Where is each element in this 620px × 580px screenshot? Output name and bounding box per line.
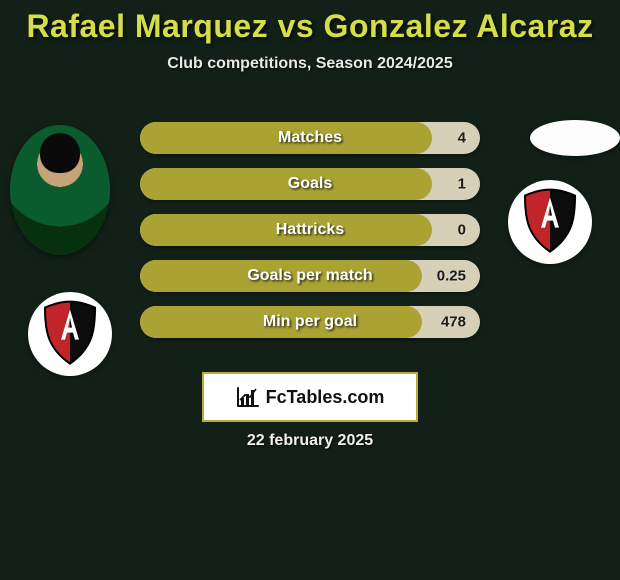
shield-icon [41, 300, 99, 366]
stat-row: Goals1 [140, 168, 480, 200]
stat-row: Goals per match0.25 [140, 260, 480, 292]
brand-text: FcTables.com [266, 387, 385, 408]
stat-label: Hattricks [140, 221, 480, 239]
brand-box: FcTables.com [202, 372, 418, 422]
shield-icon [521, 188, 579, 254]
stat-row: Hattricks0 [140, 214, 480, 246]
stat-value: 478 [441, 314, 466, 331]
stat-row: Matches4 [140, 122, 480, 154]
stat-row: Min per goal478 [140, 306, 480, 338]
stat-value: 4 [458, 130, 466, 147]
stat-label: Goals per match [140, 267, 480, 285]
stat-label: Goals [140, 175, 480, 193]
chart-icon [236, 386, 260, 408]
stats-panel: Matches4Goals1Hattricks0Goals per match0… [140, 122, 480, 352]
club-badge-left [28, 292, 112, 376]
subtitle: Club competitions, Season 2024/2025 [0, 55, 620, 73]
player-left-avatar [10, 125, 110, 255]
player-right-avatar [530, 120, 620, 156]
infographic: Rafael Marquez vs Gonzalez Alcaraz Club … [0, 0, 620, 470]
date-text: 22 february 2025 [0, 432, 620, 450]
stat-value: 1 [458, 176, 466, 193]
stat-label: Matches [140, 129, 480, 147]
stat-label: Min per goal [140, 313, 480, 331]
club-badge-right [508, 180, 592, 264]
page-title: Rafael Marquez vs Gonzalez Alcaraz [0, 0, 620, 45]
stat-value: 0 [458, 222, 466, 239]
stat-value: 0.25 [437, 268, 466, 285]
